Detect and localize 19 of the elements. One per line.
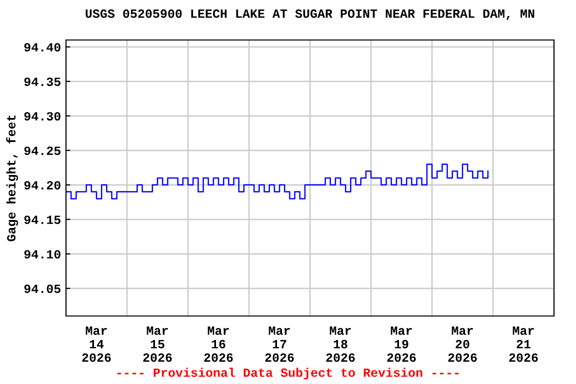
x-tick-label: Mar 20 2026 — [448, 326, 477, 362]
x-tick-label: Mar 17 2026 — [265, 326, 294, 362]
x-tick-label: Mar 18 2026 — [326, 326, 355, 362]
x-tick-label: Mar 21 2026 — [509, 326, 538, 362]
y-tick-label: 94.15 — [24, 216, 60, 224]
y-axis-title: Gage height, feet — [6, 115, 18, 242]
text: ---- Provisional Data Subject to Revision ---- — [117, 368, 459, 380]
x-tick-label: Mar 16 2026 — [204, 326, 233, 362]
y-tick-label: 94.35 — [24, 78, 60, 86]
y-tick-label: 94.25 — [24, 146, 60, 156]
x-tick-label: Mar 14 2026 — [82, 326, 111, 362]
x-tick-label: Mar 19 2026 — [387, 326, 416, 362]
y-tick-label: 94.05 — [24, 284, 60, 294]
y-tick-label: 94.20 — [24, 181, 60, 190]
y-tick-label: 94.40 — [24, 43, 60, 52]
x-tick-label: Mar 15 2026 — [143, 326, 172, 362]
chart-title: USGS 05205900 LEECH LAKE AT SUGAR POINT NEAR FEDERAL DAM, MN — [86, 9, 534, 20]
y-tick-label: 94.10 — [24, 250, 60, 259]
y-tick-label: 94.30 — [24, 112, 60, 121]
